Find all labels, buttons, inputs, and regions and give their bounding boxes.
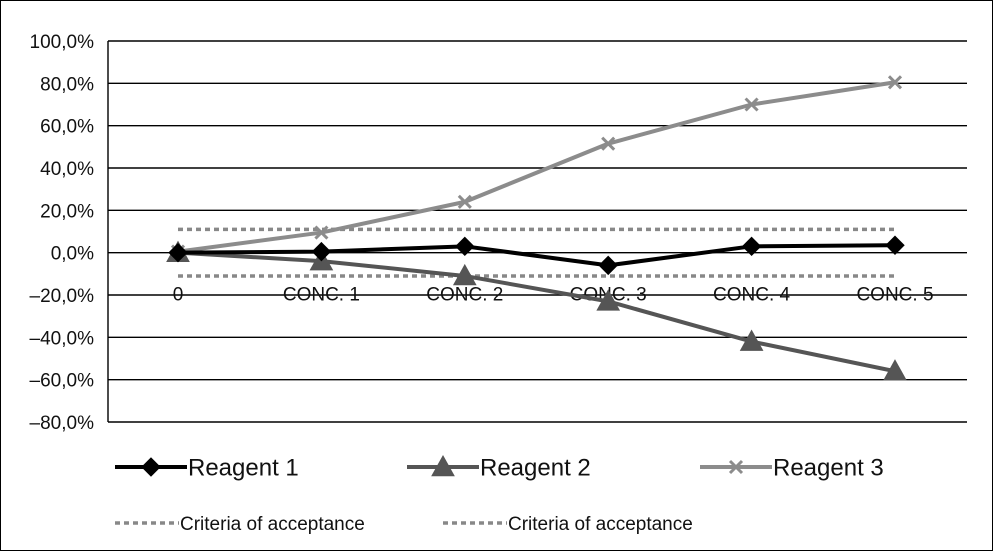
y-axis-tick-labels: 100,0% 80,0% 60,0% 40,0% 20,0% 0,0% –20,0% –40,… bbox=[30, 32, 95, 434]
x-tick-label: CONC. 1 bbox=[283, 285, 360, 306]
y-tick-label: –20,0% bbox=[30, 286, 95, 307]
y-tick-label: 100,0% bbox=[30, 32, 95, 53]
series-1-point-2 bbox=[452, 263, 477, 286]
x-tick-label: CONC. 4 bbox=[713, 285, 791, 306]
y-tick-label: 0,0% bbox=[51, 244, 94, 265]
legend-label: Criteria of acceptance bbox=[180, 514, 365, 535]
y-tick-label: 20,0% bbox=[40, 201, 94, 222]
series-line-1 bbox=[176, 250, 897, 374]
series-0-point-4 bbox=[741, 236, 762, 257]
legend-item-4: Criteria of acceptance bbox=[443, 514, 693, 535]
y-tick-label: –60,0% bbox=[30, 371, 95, 392]
series-0-point-1 bbox=[311, 241, 332, 262]
x-axis-tick-labels: 0 CONC. 1 CONC. 2 CONC. 3 CONC. 4 CONC. 5 bbox=[173, 285, 934, 306]
y-tick-label: –40,0% bbox=[30, 328, 95, 349]
series-0-point-0 bbox=[168, 242, 188, 263]
series-2-point-2 bbox=[457, 194, 472, 209]
series-2-point-1 bbox=[314, 225, 329, 240]
legend-label: Reagent 3 bbox=[773, 455, 884, 482]
x-tick-label: CONC. 2 bbox=[426, 285, 503, 306]
y-tick-label: –80,0% bbox=[30, 413, 95, 434]
legend-label: Reagent 2 bbox=[480, 455, 591, 482]
y-tick-label: 80,0% bbox=[40, 74, 94, 95]
x-tick-label: 0 bbox=[173, 285, 184, 306]
series-2-point-5 bbox=[887, 75, 903, 90]
legend-item-1: Reagent 2 bbox=[407, 455, 591, 482]
legend-item-2: Reagent 3 bbox=[700, 455, 884, 482]
grid-lines bbox=[107, 40, 967, 423]
y-tick-label: 60,0% bbox=[40, 117, 94, 138]
series-1-point-3 bbox=[596, 289, 621, 311]
legend-marker bbox=[728, 459, 744, 475]
series-line-2 bbox=[176, 80, 897, 254]
series-lines bbox=[176, 80, 897, 374]
legend-label: Criteria of acceptance bbox=[508, 514, 693, 535]
series-line-0 bbox=[176, 243, 897, 268]
legend-marker bbox=[431, 454, 455, 477]
legend-label: Reagent 1 bbox=[188, 455, 299, 482]
legend-item-3: Criteria of acceptance bbox=[115, 514, 365, 535]
legend-marker bbox=[141, 457, 161, 477]
series-markers bbox=[166, 75, 907, 381]
series-1-point-4 bbox=[739, 329, 764, 351]
series-2-point-4 bbox=[744, 97, 759, 112]
series-0-point-5 bbox=[885, 235, 905, 255]
y-tick-label: 40,0% bbox=[40, 159, 94, 180]
series-0-point-3 bbox=[598, 255, 618, 276]
series-2-point-3 bbox=[601, 136, 616, 151]
legend-item-0: Reagent 1 bbox=[115, 455, 299, 482]
series-0-point-2 bbox=[455, 236, 475, 257]
x-tick-label: CONC. 5 bbox=[856, 285, 933, 306]
series-1-point-5 bbox=[883, 359, 907, 381]
legend: Reagent 1 Reagent 2 Reagent 3 Criteria of a… bbox=[115, 455, 884, 535]
